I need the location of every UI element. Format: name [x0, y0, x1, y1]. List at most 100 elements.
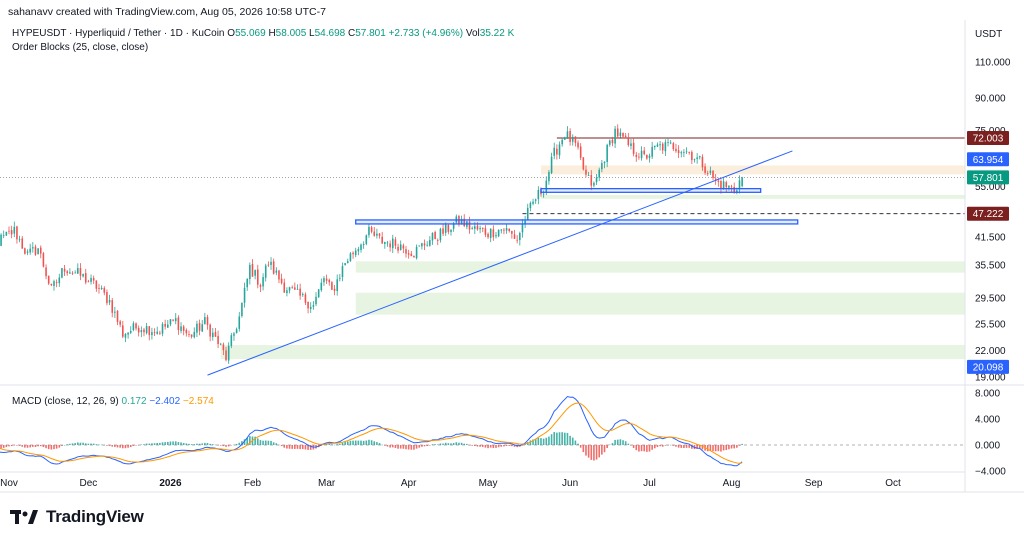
symbol-line[interactable]: HYPEUSDT · Hyperliquid / Tether · 1D · K… [12, 28, 225, 39]
macd-hist-bar [135, 445, 137, 446]
price-badge-label: 20.098 [973, 362, 1004, 373]
price-badge-label: 63.954 [973, 155, 1004, 166]
candle-body [640, 150, 643, 159]
macd-hist-bar [688, 445, 691, 448]
candle-body [566, 131, 569, 138]
price-badge-label: 47.222 [973, 209, 1004, 220]
macd-hist-bar [582, 445, 585, 453]
macd-hist-bar [595, 445, 598, 460]
macd-hist-bar [381, 444, 383, 446]
candle-body [722, 181, 725, 189]
macd-hist-bar [585, 445, 587, 456]
candle-body [426, 244, 428, 246]
indicator-label[interactable]: Order Blocks (25, close, close) [12, 42, 149, 53]
candle-body [598, 169, 601, 178]
candle-body [87, 281, 90, 283]
macd-hist-bar [601, 445, 603, 455]
macd-hist-bar [511, 445, 513, 447]
macd-hist-bar [399, 445, 402, 449]
macd-hist-bar [728, 445, 730, 450]
candle-body [479, 228, 481, 230]
brand[interactable]: TradingView [10, 507, 144, 527]
macd-hist-bar [82, 442, 84, 445]
macd-hist-bar [262, 440, 264, 445]
price-tick-label: 25.500 [975, 320, 1006, 331]
macd-hist-bar [579, 445, 582, 448]
macd-hist-bar [227, 445, 230, 447]
high-label: H [268, 28, 276, 39]
candle-body [249, 265, 251, 280]
candle-body [90, 278, 92, 282]
macd-hist-bar [349, 440, 352, 445]
candle-body [108, 300, 111, 303]
candle-body [505, 228, 508, 231]
macd-hist-bar [5, 445, 8, 448]
macd-label[interactable]: MACD (close, 12, 26, 9) [12, 396, 119, 407]
candle-body [344, 263, 346, 266]
candle-body [370, 227, 373, 232]
candle-body [156, 331, 159, 334]
macd-hist-bar [280, 445, 283, 447]
candle-body [259, 285, 262, 287]
macd-hist-bar [294, 445, 296, 449]
candle-body [609, 140, 611, 145]
candle-body [58, 277, 61, 284]
macd-hist-bar [111, 445, 114, 447]
macd-hist-bar [74, 443, 76, 445]
candle-body [272, 261, 275, 274]
candle-body [211, 332, 214, 338]
macd-hist-bar [275, 443, 278, 445]
macd-hist-bar [609, 444, 611, 446]
candle-body [354, 250, 357, 256]
time-tick-label: Mar [318, 478, 336, 489]
high-value: 58.005 [275, 28, 307, 39]
candle-body [421, 243, 423, 247]
macd-hist-bar [243, 439, 246, 445]
candle-body [532, 201, 534, 204]
candle-body [381, 236, 383, 244]
candle-body [561, 139, 563, 145]
candle-body [16, 226, 18, 240]
candle-body [71, 272, 74, 274]
candle-body [227, 345, 230, 361]
candle-body [669, 142, 672, 144]
macd-hist-bar [736, 445, 738, 448]
macd-hist-bar [455, 442, 458, 445]
candle-body [717, 180, 720, 182]
candle-body [69, 272, 71, 274]
macd-hist-bar [632, 445, 635, 448]
macd-hist-bar [712, 445, 714, 452]
macd-hist-bar [288, 445, 291, 449]
price-badge [967, 170, 1009, 185]
macd-hist-bar [429, 445, 431, 446]
macd-hist-bar [402, 445, 405, 449]
candle-body [42, 253, 45, 267]
candle-body [593, 182, 595, 186]
macd-hist-bar [188, 443, 190, 445]
candle-body [304, 294, 307, 303]
candle-body [524, 220, 526, 224]
macd-hist-bar [362, 440, 365, 445]
candle-body [574, 136, 577, 143]
macd-hist-bar [174, 441, 177, 445]
candle-body [129, 331, 132, 333]
macd-hist-bar [198, 443, 201, 445]
candle-body [468, 221, 471, 230]
macd-hist-bar [386, 445, 389, 447]
candle-body [635, 154, 638, 157]
macd-hist-bar [524, 444, 526, 445]
candle-body [733, 186, 735, 192]
macd-hist-bar [222, 445, 225, 447]
candle-body [66, 271, 69, 274]
macd-hist-bar [444, 442, 447, 445]
macd-hist-bar [698, 445, 701, 449]
candle-body [169, 319, 172, 325]
macd-hist-bar [325, 443, 328, 445]
brand-name: TradingView [46, 507, 144, 526]
currency-label[interactable]: USDT [975, 29, 1003, 40]
candle-body [39, 247, 42, 254]
macd-hist-bar [217, 445, 219, 446]
candles-layer[interactable] [0, 124, 743, 364]
macd-hist-bar [24, 445, 26, 448]
